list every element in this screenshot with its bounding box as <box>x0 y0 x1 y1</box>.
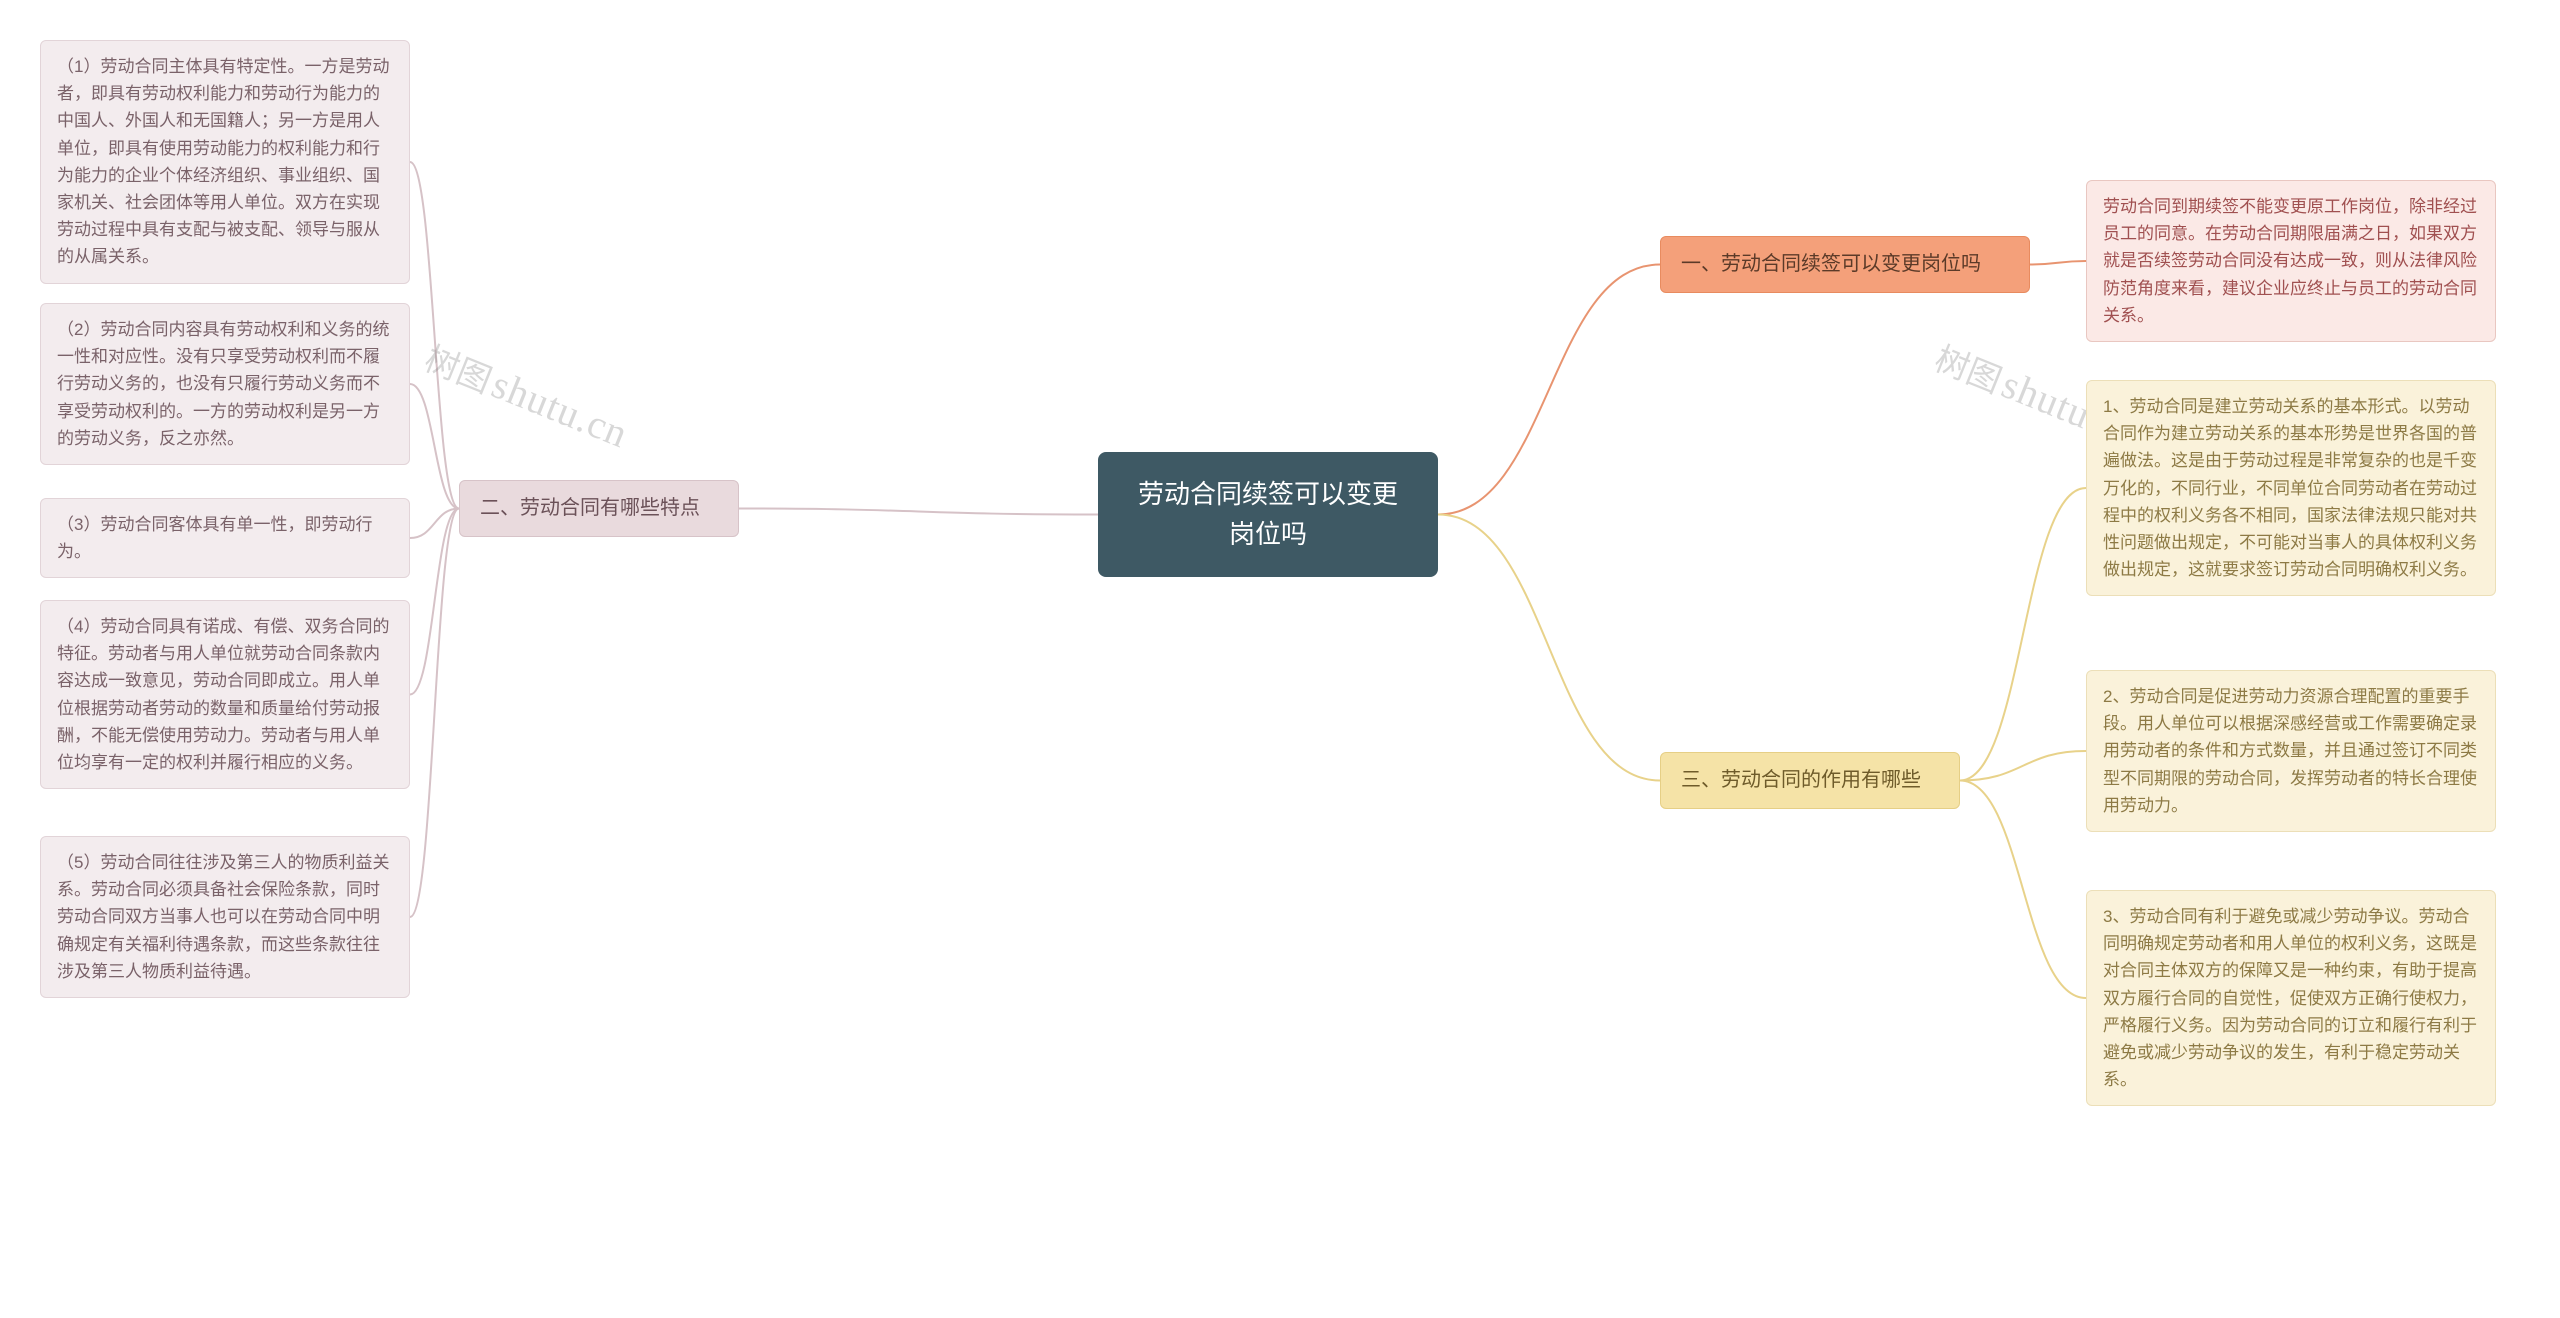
branch-3-leaf-3[interactable]: 3、劳动合同有利于避免或减少劳动争议。劳动合同明确规定劳动者和用人单位的权利义务… <box>2086 890 2496 1106</box>
branch-2-leaf-3[interactable]: （3）劳动合同客体具有单一性，即劳动行为。 <box>40 498 410 578</box>
branch-2[interactable]: 二、劳动合同有哪些特点 <box>459 480 739 537</box>
branch-2-leaf-2[interactable]: （2）劳动合同内容具有劳动权利和义务的统一性和对应性。没有只享受劳动权利而不履行… <box>40 303 410 465</box>
branch-2-label: 二、劳动合同有哪些特点 <box>480 497 700 519</box>
central-topic-label: 劳动合同续签可以变更岗位吗 <box>1138 479 1398 549</box>
leaf-text: （2）劳动合同内容具有劳动权利和义务的统一性和对应性。没有只享受劳动权利而不履行… <box>57 320 389 448</box>
watermark-left: 树图 shutu.cn <box>419 332 636 458</box>
leaf-text: 劳动合同到期续签不能变更原工作岗位，除非经过员工的同意。在劳动合同期限届满之日，… <box>2103 197 2477 325</box>
branch-3-label: 三、劳动合同的作用有哪些 <box>1681 769 1921 791</box>
leaf-text: 2、劳动合同是促进劳动力资源合理配置的重要手段。用人单位可以根据深感经营或工作需… <box>2103 687 2477 815</box>
leaf-text: （3）劳动合同客体具有单一性，即劳动行为。 <box>57 515 372 561</box>
branch-2-leaf-4[interactable]: （4）劳动合同具有诺成、有偿、双务合同的特征。劳动者与用人单位就劳动合同条款内容… <box>40 600 410 789</box>
leaf-text: 3、劳动合同有利于避免或减少劳动争议。劳动合同明确规定劳动者和用人单位的权利义务… <box>2103 907 2477 1089</box>
branch-2-leaf-5[interactable]: （5）劳动合同往往涉及第三人的物质利益关系。劳动合同必须具备社会保险条款，同时劳… <box>40 836 410 998</box>
leaf-text: 1、劳动合同是建立劳动关系的基本形式。以劳动合同作为建立劳动关系的基本形势是世界… <box>2103 397 2477 579</box>
branch-1-leaf-1[interactable]: 劳动合同到期续签不能变更原工作岗位，除非经过员工的同意。在劳动合同期限届满之日，… <box>2086 180 2496 342</box>
branch-1[interactable]: 一、劳动合同续签可以变更岗位吗 <box>1660 236 2030 293</box>
leaf-text: （1）劳动合同主体具有特定性。一方是劳动者，即具有劳动权利能力和劳动行为能力的中… <box>57 57 389 266</box>
leaf-text: （5）劳动合同往往涉及第三人的物质利益关系。劳动合同必须具备社会保险条款，同时劳… <box>57 853 389 981</box>
branch-3-leaf-2[interactable]: 2、劳动合同是促进劳动力资源合理配置的重要手段。用人单位可以根据深感经营或工作需… <box>2086 670 2496 832</box>
central-topic[interactable]: 劳动合同续签可以变更岗位吗 <box>1098 452 1438 577</box>
branch-3-leaf-1[interactable]: 1、劳动合同是建立劳动关系的基本形式。以劳动合同作为建立劳动关系的基本形势是世界… <box>2086 380 2496 596</box>
branch-3[interactable]: 三、劳动合同的作用有哪些 <box>1660 752 1960 809</box>
leaf-text: （4）劳动合同具有诺成、有偿、双务合同的特征。劳动者与用人单位就劳动合同条款内容… <box>57 617 389 772</box>
branch-2-leaf-1[interactable]: （1）劳动合同主体具有特定性。一方是劳动者，即具有劳动权利能力和劳动行为能力的中… <box>40 40 410 284</box>
branch-1-label: 一、劳动合同续签可以变更岗位吗 <box>1681 253 1981 275</box>
